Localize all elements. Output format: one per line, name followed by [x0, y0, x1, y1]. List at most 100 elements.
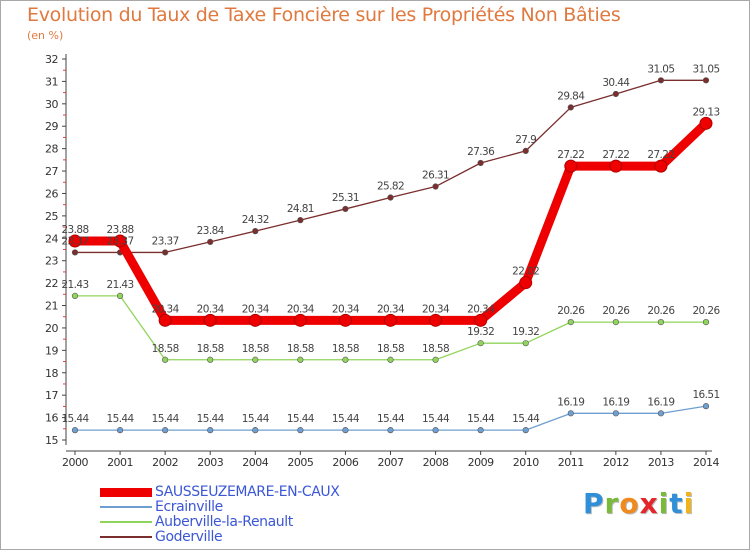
data-label: 15.44 [377, 413, 405, 425]
data-label: 20.34 [467, 303, 495, 315]
data-label: 20.34 [197, 303, 225, 315]
data-label: 15.44 [242, 413, 270, 425]
data-label: 31.05 [692, 63, 719, 75]
data-point [207, 238, 214, 245]
data-point [609, 159, 623, 173]
data-label: 18.58 [242, 343, 269, 355]
data-point [519, 276, 533, 290]
unit-label: (en %) [27, 29, 64, 42]
data-point [657, 319, 665, 326]
data-point [207, 356, 214, 363]
x-tick-label: 2009 [468, 456, 494, 469]
x-tick-label: 2000 [62, 456, 88, 469]
data-point [252, 356, 259, 363]
data-label: 15.44 [107, 413, 135, 425]
data-point [71, 249, 79, 256]
data-point [387, 356, 394, 363]
legend-label: Auberville-la-Renault [155, 514, 293, 530]
legend-swatch [100, 536, 152, 538]
x-tick-label: 2006 [332, 456, 358, 469]
legend-swatch [100, 506, 152, 508]
data-label: 15.44 [152, 413, 180, 425]
data-label: 15.44 [287, 413, 315, 425]
data-label: 27.36 [467, 146, 495, 158]
y-tick-label: 26 [45, 187, 58, 200]
data-point [567, 104, 574, 111]
y-tick-label: 17 [45, 389, 58, 402]
data-point [702, 403, 710, 410]
y-tick-label: 31 [45, 75, 58, 88]
data-point [612, 90, 619, 98]
x-tick-label: 2012 [603, 456, 629, 469]
logo-letter: r [604, 487, 620, 520]
data-point [522, 340, 529, 347]
data-label: 18.58 [377, 343, 404, 355]
data-label: 27.9 [515, 134, 536, 146]
data-point [162, 427, 169, 434]
data-point [474, 313, 488, 327]
logo-letter: P [583, 487, 605, 520]
data-label: 20.26 [692, 305, 720, 317]
data-point [657, 410, 665, 417]
data-label: 15.44 [197, 413, 225, 425]
data-label: 18.58 [152, 343, 179, 355]
y-tick-label: 21 [45, 300, 58, 313]
data-point [162, 249, 169, 256]
data-point [384, 313, 397, 327]
data-point [522, 147, 529, 154]
data-label: 20.34 [332, 303, 360, 315]
x-tick-label: 2005 [287, 456, 313, 469]
data-point [699, 116, 713, 130]
logo-letter: i [658, 487, 670, 520]
y-tick-label: 23 [45, 255, 58, 268]
data-point [477, 159, 484, 167]
axes: 15 16 17 18 19 20 21 22 23 24 25 26 27 28 29 30 31 32 2000… [45, 53, 720, 469]
data-point [522, 427, 529, 434]
data-point [71, 292, 79, 299]
x-tick-label: 2002 [152, 456, 178, 469]
data-point [612, 410, 619, 417]
x-tick-label: 2013 [648, 456, 674, 469]
y-tick-label: 19 [45, 344, 58, 357]
data-point [654, 159, 668, 173]
data-label: 27.22 [557, 149, 584, 161]
data-label: 15.44 [467, 413, 495, 425]
data-point [297, 427, 304, 434]
y-tick-label: 22 [45, 277, 58, 290]
data-label: 25.31 [332, 192, 359, 204]
data-label: 20.26 [602, 305, 630, 317]
data-label: 18.58 [422, 343, 449, 355]
data-label: 21.43 [107, 279, 134, 291]
data-point [293, 313, 307, 327]
data-label: 21.43 [61, 279, 88, 291]
y-tick-label: 15 [45, 434, 58, 447]
data-label: 23.37 [152, 235, 179, 247]
legend-swatch [100, 488, 152, 497]
y-tick-label: 25 [45, 210, 58, 223]
data-label: 27.22 [647, 149, 674, 161]
legend-label: Ecrainville [155, 499, 223, 515]
x-tick-label: 2001 [107, 456, 133, 469]
data-labels: 23.37 23.37 23.37 23.84 24.32 24.81 25.31 25.82… [61, 63, 721, 425]
data-label: 24.81 [287, 203, 314, 215]
data-point [297, 217, 304, 224]
data-label: 25.82 [377, 181, 404, 193]
data-label: 16.19 [602, 396, 629, 408]
y-tick-label: 27 [45, 165, 58, 178]
y-tick-label: 20 [45, 322, 58, 335]
data-point [252, 427, 259, 434]
x-tick-label: 2003 [197, 456, 223, 469]
data-label: 18.58 [332, 343, 359, 355]
data-label: 26.31 [422, 170, 449, 182]
data-label: 20.34 [287, 303, 315, 315]
y-tick-label: 28 [45, 143, 58, 156]
data-label: 30.44 [602, 77, 630, 89]
logo-letter: t [669, 487, 684, 520]
y-tick-label: 16 [45, 412, 58, 425]
y-tick-label: 30 [45, 98, 58, 111]
logo-letter: o [619, 487, 640, 520]
data-label: 29.13 [692, 106, 719, 118]
data-point [477, 340, 484, 347]
data-point [158, 313, 172, 327]
